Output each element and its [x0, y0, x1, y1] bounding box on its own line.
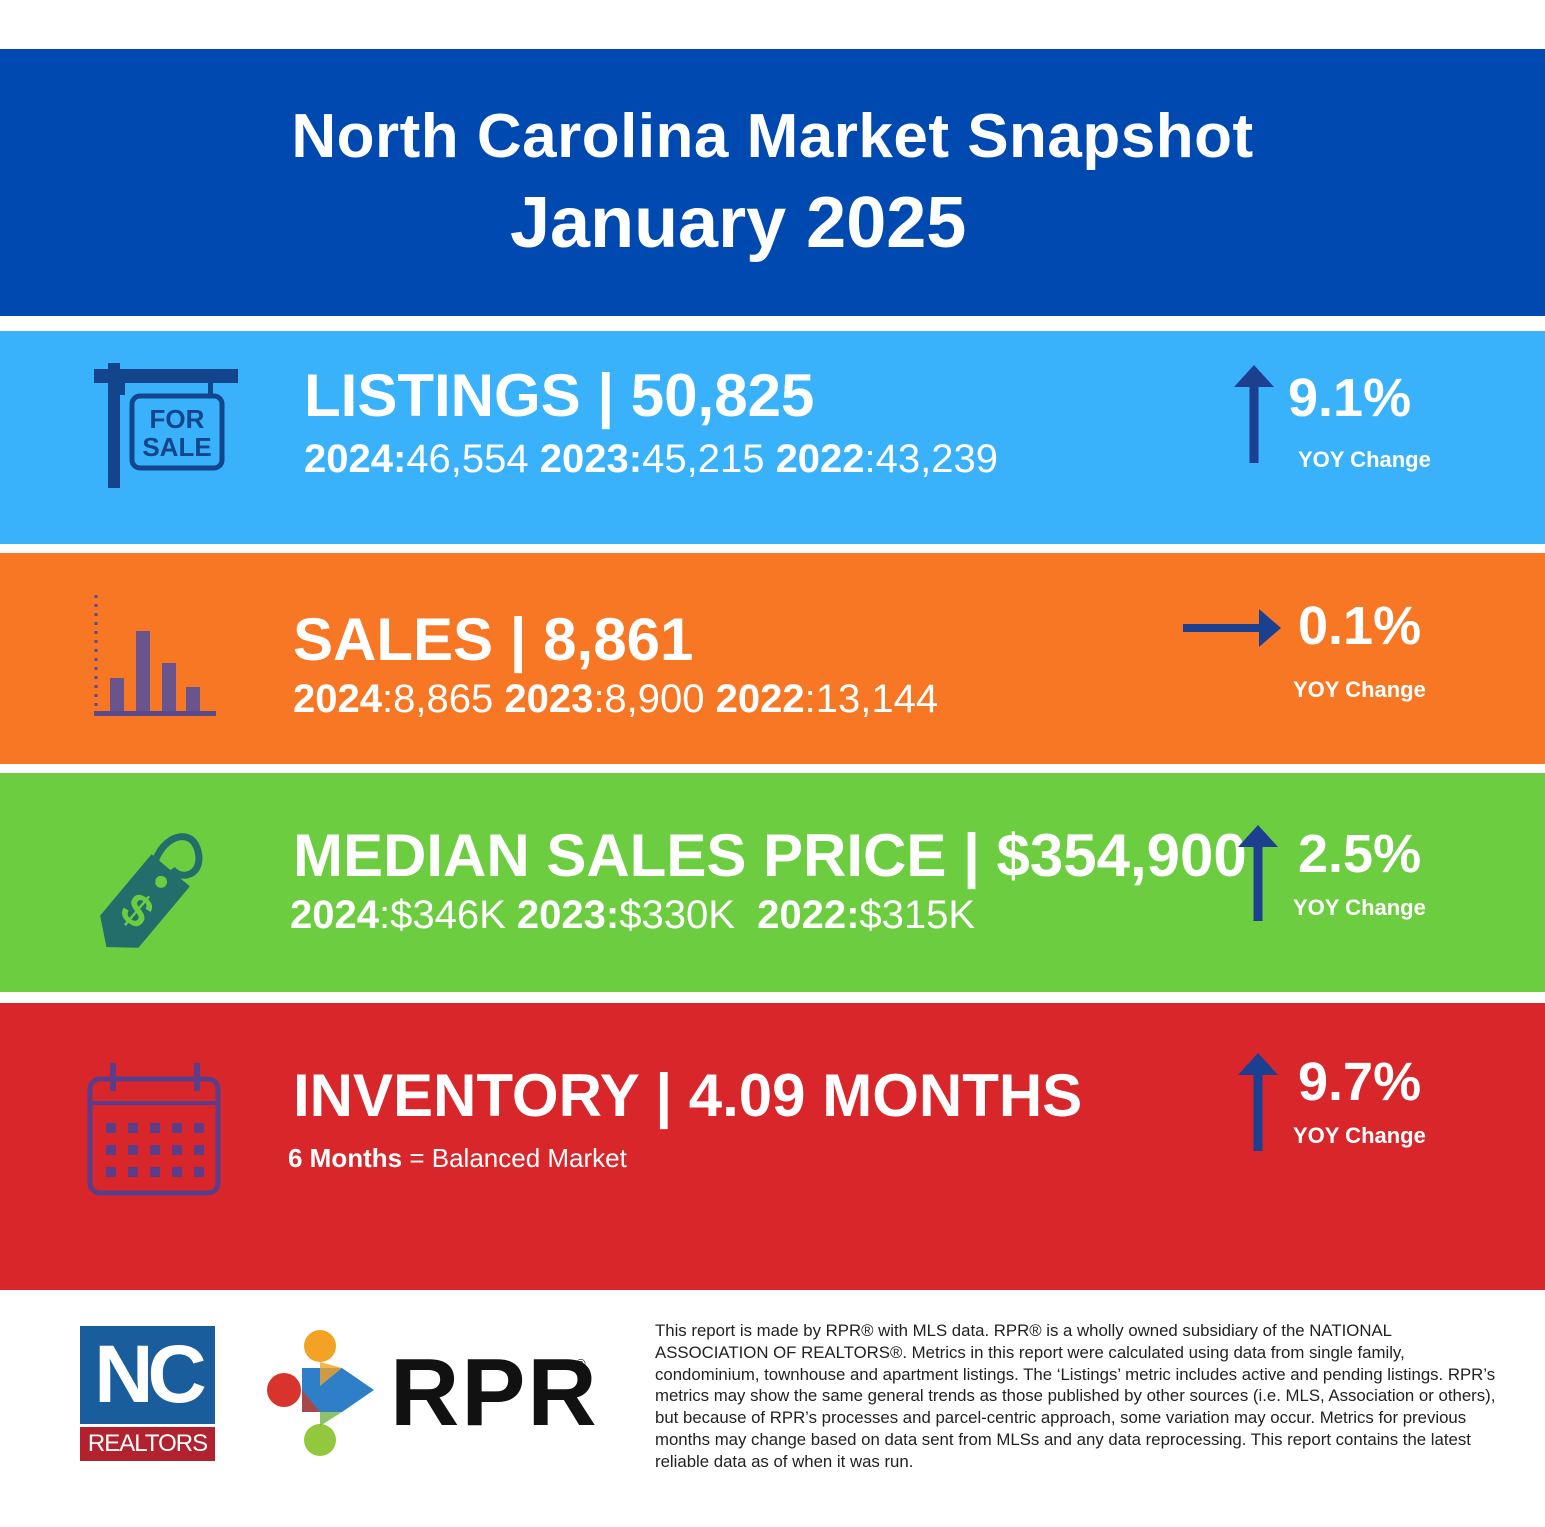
calendar-icon	[87, 1063, 221, 1196]
rpr-logo-text: RPR	[390, 1339, 599, 1446]
sales-year-2024: 2024	[293, 677, 382, 721]
inventory-panel: INVENTORY | 4.09 MONTHS 6 Months = Balan…	[0, 1003, 1545, 1290]
rpr-registered-mark: ®	[576, 1356, 586, 1371]
listings-value-2022: :43,239	[864, 437, 999, 481]
listings-year-2023: 2023:	[539, 437, 643, 481]
arrow-up-icon	[1238, 1053, 1278, 1151]
median-price-panel: $ MEDIAN SALES PRICE | $354,900 2024:$34…	[0, 773, 1545, 992]
inventory-note-rest: = Balanced Market	[402, 1143, 627, 1173]
for-sale-sign-text-top: FOR	[150, 404, 205, 434]
listings-title: LISTINGS | 50,825	[304, 362, 815, 429]
listings-panel: FOR SALE LISTINGS | 50,825 2024:46,554 2…	[0, 331, 1545, 544]
nc-realtors-logo: NC REALTORS	[80, 1326, 215, 1461]
header-banner: North Carolina Market Snapshot January 2…	[0, 49, 1545, 316]
sales-title: SALES | 8,861	[293, 606, 694, 673]
median-price-yoy-label: YOY Change	[1293, 895, 1426, 920]
rpr-logo-icon	[267, 1330, 374, 1456]
listings-year-2022: 2022	[775, 437, 865, 481]
listings-yoy-label: YOY Change	[1298, 447, 1431, 472]
listings-history: 2024:46,554 2023:45,215 2022:43,239	[304, 437, 998, 482]
arrow-up-icon	[1234, 365, 1274, 463]
sales-yoy-change: 0.1%	[1298, 596, 1422, 656]
median-price-history: 2024:$346K 2023:$330K 2022:$315K	[290, 893, 975, 938]
median-price-title: MEDIAN SALES PRICE | $354,900	[293, 822, 1247, 889]
listings-value-2023: 45,215	[642, 437, 765, 481]
listings-yoy-change: 9.1%	[1288, 368, 1412, 428]
inventory-title: INVENTORY | 4.09 MONTHS	[293, 1062, 1083, 1129]
sales-value-2022: :13,144	[804, 677, 939, 721]
sales-year-2022: 2022	[715, 677, 805, 721]
bar-chart-icon	[94, 595, 216, 716]
inventory-note: 6 Months = Balanced Market	[288, 1143, 627, 1174]
nc-logo-text: NC	[80, 1326, 215, 1424]
median-price-yoy-change: 2.5%	[1298, 824, 1422, 884]
inventory-yoy-label: YOY Change	[1293, 1123, 1426, 1148]
arrow-up-icon	[1238, 825, 1278, 921]
listings-value-2024: 46,554	[406, 437, 529, 481]
price-year-2023: 2023:	[516, 893, 620, 937]
page-subtitle: January 2025	[510, 183, 967, 263]
sales-value-2024: :8,865	[381, 677, 494, 721]
price-year-2022: 2022:	[757, 893, 860, 937]
arrow-right-icon	[1183, 609, 1281, 647]
inventory-note-bold: 6 Months	[288, 1143, 403, 1173]
page-title: North Carolina Market Snapshot	[291, 102, 1254, 171]
inventory-yoy-change: 9.7%	[1298, 1052, 1422, 1112]
sales-yoy-label: YOY Change	[1293, 677, 1426, 702]
sales-history: 2024:8,865 2023:8,900 2022:13,144	[293, 677, 938, 722]
disclaimer-text: This report is made by RPR® with MLS dat…	[655, 1321, 1496, 1471]
realtors-logo-text: REALTORS	[80, 1427, 215, 1461]
for-sale-sign-text-bottom: SALE	[142, 432, 211, 462]
for-sale-sign-icon: FOR SALE	[94, 363, 238, 488]
price-value-2024: :$346K	[378, 893, 506, 937]
sales-value-2023: :8,900	[593, 677, 705, 721]
price-value-2022: $315K	[859, 893, 976, 937]
listings-year-2024: 2024:	[304, 437, 407, 481]
price-tag-icon: $	[100, 833, 203, 948]
sales-year-2023: 2023	[504, 677, 594, 721]
price-value-2023: $330K	[619, 893, 735, 937]
price-year-2024: 2024	[290, 893, 379, 937]
sales-panel: SALES | 8,861 2024:8,865 2023:8,900 2022…	[0, 553, 1545, 764]
